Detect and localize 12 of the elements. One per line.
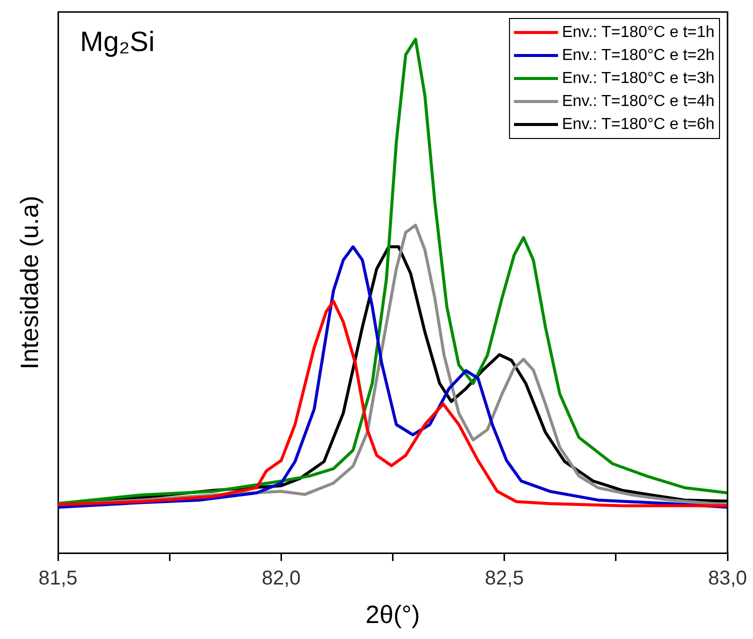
x-axis-title: 2θ(°) xyxy=(366,600,420,629)
x-tick-label: 82,5 xyxy=(484,568,524,590)
y-axis-title: Intesidade (u.a) xyxy=(16,196,44,370)
legend-label: Env.: T=180°C e t=3h xyxy=(562,70,715,88)
legend-label: Env.: T=180°C e t=1h xyxy=(562,24,715,42)
legend-label: Env.: T=180°C e t=6h xyxy=(562,116,715,134)
x-tick-label: 83,0 xyxy=(708,568,748,590)
annotation: Mg₂Si xyxy=(80,26,155,58)
x-tick-label: 81,5 xyxy=(38,568,78,590)
legend-label: Env.: T=180°C e t=4h xyxy=(562,92,715,110)
legend-label: Env.: T=180°C e t=2h xyxy=(562,46,715,64)
x-tick-label: 82,0 xyxy=(262,568,301,590)
